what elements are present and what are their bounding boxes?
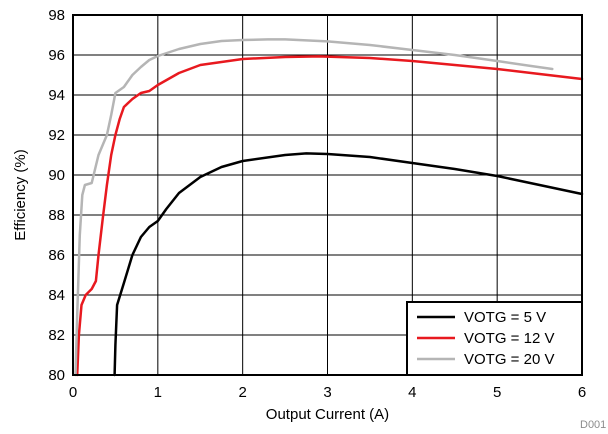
y-tick-label: 96 [48,47,65,64]
y-axis-title: Efficiency (%) [12,149,29,240]
legend-label-2: VOTG = 20 V [464,351,554,368]
x-axis-title: Output Current (A) [266,406,389,423]
x-tick-label: 1 [154,384,162,401]
legend: VOTG = 5 V VOTG = 12 V VOTG = 20 V [406,301,583,376]
y-tick-label: 82 [48,327,65,344]
series-line-1 [75,55,584,377]
series-lines [74,38,584,377]
y-tick-label: 84 [48,287,65,304]
x-tick-label: 0 [69,384,77,401]
series-line-0 [113,152,584,377]
x-tick-labels: 0 1 2 3 4 5 6 [69,384,586,401]
figure-tag: D001 [580,419,606,431]
x-tick-label: 4 [408,384,416,401]
x-tick-label: 2 [238,384,246,401]
y-tick-label: 80 [48,367,65,384]
y-tick-label: 88 [48,207,65,224]
y-tick-label: 94 [48,87,65,104]
y-tick-labels: 80 82 84 86 88 90 92 94 96 98 [48,7,65,384]
y-tick-label: 98 [48,7,65,24]
x-tick-label: 5 [493,384,501,401]
series-line-2 [74,38,554,377]
x-tick-label: 6 [578,384,586,401]
legend-label-0: VOTG = 5 V [464,309,546,326]
legend-label-1: VOTG = 12 V [464,330,554,347]
y-tick-label: 90 [48,167,65,184]
y-tick-label: 86 [48,247,65,264]
y-tick-label: 92 [48,127,65,144]
x-tick-label: 3 [323,384,331,401]
plot-frame [72,14,583,376]
